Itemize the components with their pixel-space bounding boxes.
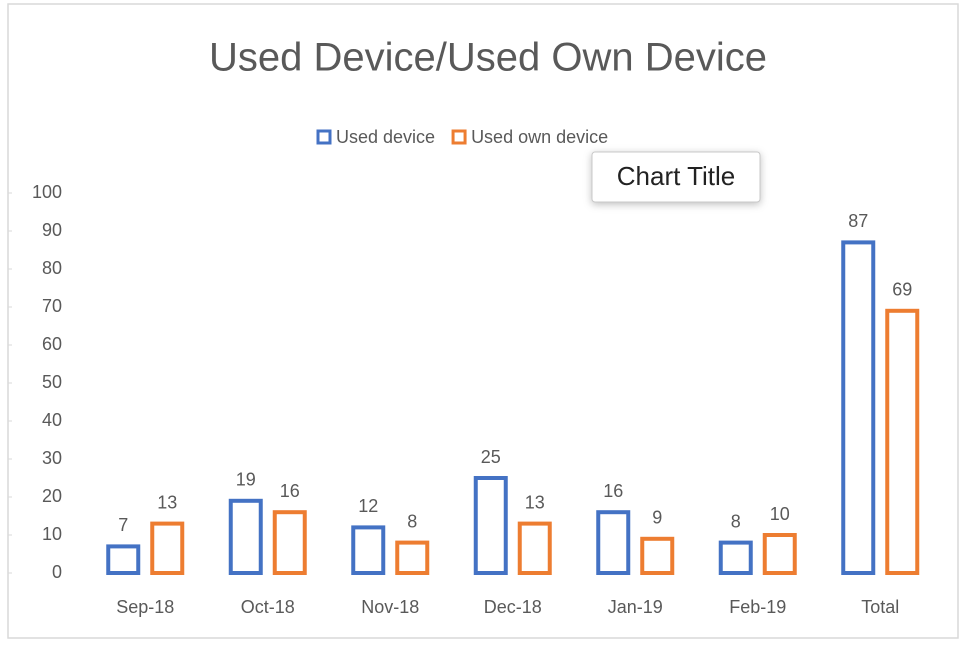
data-label: 8 bbox=[731, 511, 741, 531]
legend-swatch bbox=[316, 129, 332, 145]
bar bbox=[473, 476, 508, 575]
y-tick-label: 100 bbox=[32, 182, 62, 202]
y-tick-label: 60 bbox=[42, 334, 62, 354]
bar bbox=[885, 308, 920, 575]
y-tick-label: 90 bbox=[42, 220, 62, 240]
bar bbox=[272, 510, 307, 576]
y-tick-label: 20 bbox=[42, 486, 62, 506]
bar bbox=[640, 536, 675, 575]
bar bbox=[150, 521, 185, 575]
bar bbox=[395, 540, 430, 575]
legend-label: Used own device bbox=[471, 127, 608, 147]
bar bbox=[351, 525, 386, 576]
data-label: 8 bbox=[407, 511, 417, 531]
bar bbox=[718, 540, 753, 575]
bar bbox=[596, 510, 631, 576]
x-tick-label: Sep-18 bbox=[116, 597, 174, 617]
data-label: 9 bbox=[652, 508, 662, 528]
data-label: 69 bbox=[892, 280, 912, 300]
y-tick-label: 0 bbox=[52, 562, 62, 582]
bar bbox=[841, 240, 876, 575]
x-tick-label: Nov-18 bbox=[361, 597, 419, 617]
chart-title: Used Device/Used Own Device bbox=[209, 36, 767, 80]
y-tick-label: 40 bbox=[42, 410, 62, 430]
x-tick-label: Dec-18 bbox=[484, 597, 542, 617]
x-tick-label: Total bbox=[861, 597, 899, 617]
bar bbox=[517, 521, 552, 575]
tooltip-box bbox=[591, 151, 761, 203]
chart-border bbox=[7, 3, 959, 639]
y-tick-label: 30 bbox=[42, 448, 62, 468]
y-tick-label: 10 bbox=[42, 524, 62, 544]
data-label: 13 bbox=[157, 492, 177, 512]
data-label: 12 bbox=[358, 496, 378, 516]
x-tick-label: Feb-19 bbox=[729, 597, 786, 617]
tooltip-text: Chart Title bbox=[617, 161, 736, 191]
bar bbox=[762, 533, 797, 575]
data-label: 13 bbox=[525, 492, 545, 512]
y-tick-label: 80 bbox=[42, 258, 62, 278]
legend-label: Used device bbox=[336, 127, 435, 147]
data-label: 16 bbox=[280, 481, 300, 501]
x-tick-label: Oct-18 bbox=[241, 597, 295, 617]
data-label: 10 bbox=[770, 504, 790, 524]
data-label: 19 bbox=[236, 470, 256, 490]
y-tick-label: 50 bbox=[42, 372, 62, 392]
y-tick-label: 70 bbox=[42, 296, 62, 316]
x-tick-label: Jan-19 bbox=[608, 597, 663, 617]
data-label: 7 bbox=[118, 515, 128, 535]
bar bbox=[106, 544, 141, 576]
data-label: 87 bbox=[848, 211, 868, 231]
legend-swatch bbox=[451, 129, 467, 145]
data-label: 16 bbox=[603, 481, 623, 501]
bar bbox=[228, 498, 263, 575]
data-label: 25 bbox=[481, 447, 501, 467]
